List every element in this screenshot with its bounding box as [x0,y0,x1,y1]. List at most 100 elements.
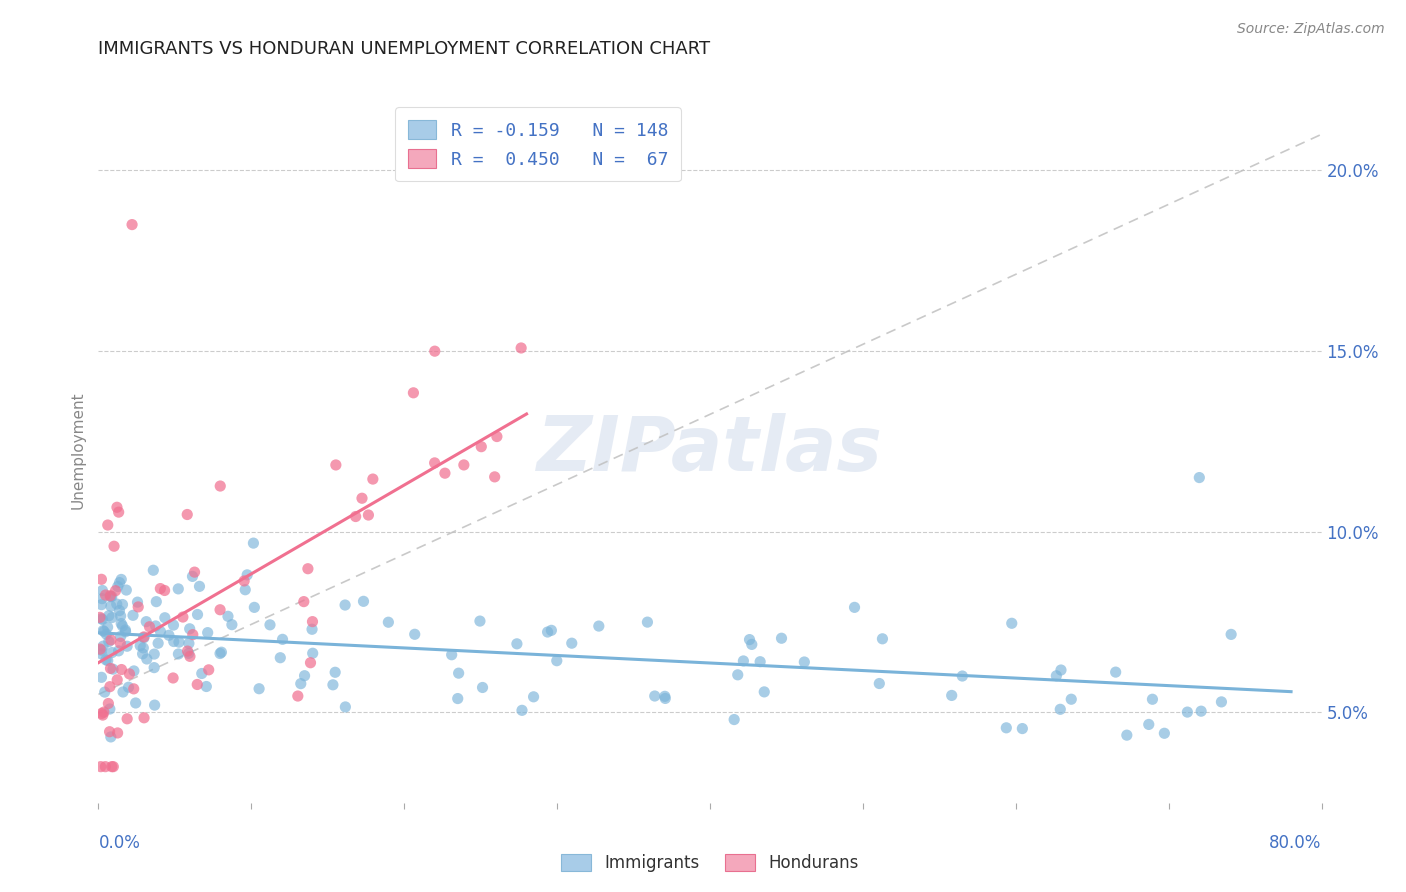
Point [350,491,373,506]
Point [644,689,666,703]
Point [90,759,112,773]
Point [447,666,470,681]
Point [197,663,219,677]
Point [290,676,312,690]
Point [91,591,114,606]
Point [118,666,141,681]
Point [104,583,127,598]
Point [588,619,610,633]
Legend: Immigrants, Hondurans: Immigrants, Hondurans [555,847,865,879]
Point [433,466,456,480]
Point [361,472,384,486]
Point [132,631,155,645]
Point [90,572,112,586]
Point [108,575,131,590]
Point [97,608,120,623]
Point [1220,627,1243,641]
Text: IMMIGRANTS VS HONDURAN UNEMPLOYMENT CORRELATION CHART: IMMIGRANTS VS HONDURAN UNEMPLOYMENT CORR… [98,40,710,58]
Point [868,676,890,690]
Point [181,569,204,583]
Point [100,632,122,647]
Point [522,690,544,704]
Point [233,582,256,597]
Point [209,645,232,659]
Point [1137,717,1160,731]
Point [108,603,131,617]
Point [149,582,172,596]
Point [301,622,323,636]
Point [217,609,239,624]
Point [90,647,112,661]
Point [172,610,194,624]
Point [299,656,322,670]
Point [181,627,204,641]
Point [209,479,232,493]
Point [153,611,176,625]
Point [209,647,232,661]
Point [636,615,658,629]
Point [506,637,529,651]
Text: 0.0%: 0.0% [98,834,141,852]
Point [91,639,114,653]
Point [122,681,145,696]
Point [132,640,155,655]
Point [1188,470,1211,484]
Point [1142,692,1164,706]
Point [100,661,122,675]
Point [738,632,761,647]
Point [97,518,120,533]
Point [221,617,243,632]
Point [100,599,122,614]
Point [97,697,120,711]
Point [183,565,205,579]
Point [100,590,122,604]
Point [540,624,562,638]
Point [470,440,492,454]
Point [322,678,344,692]
Point [353,594,375,608]
Point [162,671,184,685]
Point [101,662,124,676]
Point [100,759,122,773]
Point [844,600,866,615]
Point [138,620,160,634]
Point [453,458,475,472]
Point [167,582,190,596]
Point [179,622,201,636]
Point [98,589,121,603]
Point [103,539,125,553]
Point [89,610,111,624]
Point [1060,692,1083,706]
Point [471,681,494,695]
Point [89,642,111,657]
Point [115,712,138,726]
Point [301,615,323,629]
Point [111,598,134,612]
Point [121,218,143,232]
Point [143,647,166,661]
Point [114,623,136,637]
Point [741,637,763,651]
Point [90,706,112,721]
Point [468,614,491,628]
Point [90,643,112,657]
Point [105,597,128,611]
Point [561,636,583,650]
Point [90,670,112,684]
Point [176,508,198,522]
Point [98,724,121,739]
Point [114,624,136,639]
Point [115,639,138,653]
Point [110,630,132,644]
Point [404,627,426,641]
Point [941,689,963,703]
Point [97,620,120,634]
Point [153,583,176,598]
Point [167,635,190,649]
Point [105,673,128,687]
Point [423,344,446,359]
Point [115,582,138,597]
Point [197,625,219,640]
Point [546,654,568,668]
Point [271,632,294,647]
